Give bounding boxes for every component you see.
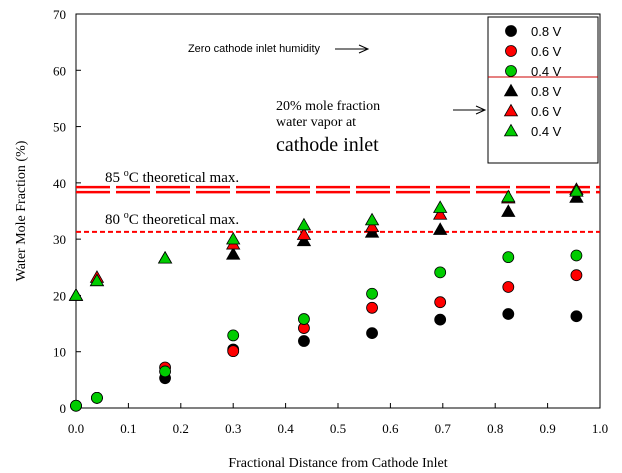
x-axis-label: Fractional Distance from Cathode Inlet <box>228 456 447 471</box>
circle-point <box>570 269 583 282</box>
circle-point <box>434 313 447 326</box>
triangle-point <box>432 222 448 235</box>
y-axis-ticks: 0 10 20 30 40 50 60 70 <box>53 7 81 416</box>
triangle-point <box>157 250 173 264</box>
legend-marker <box>503 103 519 117</box>
x-tick-label: 1.0 <box>592 421 608 436</box>
legend-label: 0.4 V <box>531 64 562 79</box>
triangle-point <box>296 233 312 247</box>
x-tick-label: 0.3 <box>225 421 241 436</box>
circle-point <box>298 335 310 347</box>
legend-marker <box>503 123 519 137</box>
x-axis-ticks: 0.0 0.1 0.2 0.3 0.4 0.5 0.6 0.7 0.8 0.9 1.0 <box>68 403 608 436</box>
data-markers <box>68 182 584 412</box>
x-tick-label: 0.0 <box>68 421 84 436</box>
circle-point <box>298 313 310 325</box>
triangle-point <box>432 200 448 213</box>
y-tick-label: 50 <box>53 120 66 135</box>
circle-point <box>366 287 378 300</box>
y-axis-label: Water Mole Fraction (%) <box>14 140 29 281</box>
triangle-point <box>501 189 516 203</box>
y-tick-label: 60 <box>53 63 66 78</box>
y-tick-label: 70 <box>53 7 66 22</box>
x-tick-label: 0.2 <box>173 421 189 436</box>
annotation-20pct-line1: 20% mole fraction <box>276 99 380 114</box>
circle-point <box>502 281 515 293</box>
circle-point <box>366 301 378 314</box>
x-tick-label: 0.6 <box>382 421 399 436</box>
x-tick-label: 0.4 <box>277 421 294 436</box>
arrow-20pct <box>453 105 487 115</box>
annotation-cathode-inlet: cathode inlet <box>276 134 379 156</box>
circle-point <box>70 399 82 412</box>
triangle-point <box>569 190 584 203</box>
circle-point <box>502 251 515 264</box>
x-tick-label: 0.9 <box>539 421 555 436</box>
legend-marker <box>505 45 517 57</box>
annotation-zero-humidity: Zero cathode inlet humidity <box>188 43 321 55</box>
y-tick-label: 10 <box>53 345 66 360</box>
circle-point <box>366 327 378 340</box>
legend-box <box>487 16 599 164</box>
triangle-point <box>569 183 584 197</box>
legend-label: 0.8 V <box>531 24 562 39</box>
triangle-point <box>296 217 312 231</box>
ref-line-80-label: 80 oC theoretical max. <box>105 210 239 228</box>
circle-point <box>570 310 583 323</box>
triangle-point <box>68 288 84 301</box>
legend-label: 0.4 V <box>531 124 562 139</box>
triangle-point <box>296 227 312 240</box>
circle-point <box>159 365 171 378</box>
triangle-point <box>501 204 516 217</box>
y-tick-label: 20 <box>53 288 66 303</box>
circle-point <box>434 296 447 309</box>
triangle-point <box>89 273 105 287</box>
legend-label: 0.6 V <box>531 44 562 59</box>
legend-entries: 0.8 V 0.6 V 0.4 V 0.8 V 0.6 V 0.4 V <box>503 24 562 139</box>
x-tick-label: 0.8 <box>487 421 503 436</box>
y-tick-label: 30 <box>53 232 66 247</box>
triangle-point <box>432 207 448 220</box>
circle-point <box>227 329 240 342</box>
triangle-point <box>364 212 380 226</box>
arrow-zero-humidity <box>335 44 370 54</box>
y-tick-label: 40 <box>53 176 66 191</box>
ref-line-85-label: 85 oC theoretical max. <box>105 168 239 186</box>
legend-marker <box>503 83 519 97</box>
triangle-point <box>364 219 380 233</box>
legend-marker <box>505 25 517 37</box>
legend-marker <box>505 65 517 77</box>
y-tick-label: 0 <box>60 401 67 416</box>
annotation-20pct-line2: water vapor at <box>276 115 356 130</box>
circle-point <box>570 249 583 262</box>
reference-lines <box>76 185 600 233</box>
x-tick-label: 0.7 <box>435 421 452 436</box>
x-tick-label: 0.5 <box>330 421 346 436</box>
circle-point <box>227 345 240 358</box>
x-tick-label: 0.1 <box>120 421 136 436</box>
circle-point <box>91 391 103 404</box>
circle-point <box>434 266 447 279</box>
circle-point <box>502 308 515 320</box>
triangle-point <box>226 247 241 260</box>
legend-label: 0.8 V <box>531 84 562 99</box>
legend-label: 0.6 V <box>531 104 562 119</box>
legend: 0.8 V 0.6 V 0.4 V 0.8 V 0.6 V 0.4 V <box>487 16 599 164</box>
triangle-point <box>226 231 241 245</box>
